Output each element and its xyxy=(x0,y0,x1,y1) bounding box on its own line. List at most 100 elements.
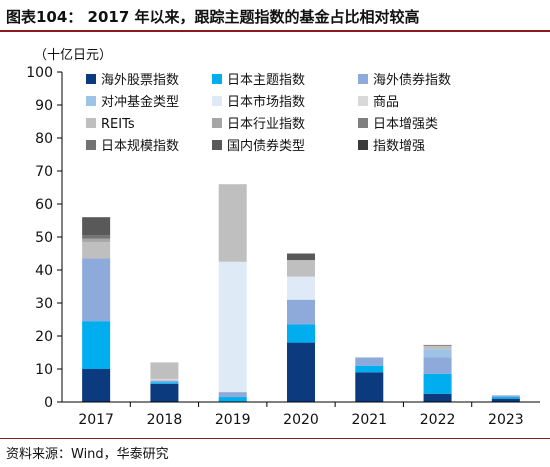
bar-stacks xyxy=(82,184,520,402)
legend-item: 日本市场指数 xyxy=(212,94,305,110)
legend-item: 对冲基金类型 xyxy=(86,94,179,110)
legend-item: 海外债券指数 xyxy=(358,72,451,88)
bar-segment xyxy=(82,321,111,369)
bar-segment xyxy=(287,324,315,343)
legend-label: 指数增强 xyxy=(373,139,425,154)
legend-swatch xyxy=(358,118,368,128)
legend-label: 国内债券类型 xyxy=(227,138,305,154)
bar-stack-2018 xyxy=(150,362,179,402)
legend-label: 日本行业指数 xyxy=(227,117,305,132)
bar-segment xyxy=(423,357,452,374)
y-axis: 0 10 20 30 40 50 60 70 80 90 100 xyxy=(26,65,63,411)
x-tick-label: 2021 xyxy=(351,412,387,428)
legend-label: 日本规模指数 xyxy=(101,139,179,154)
legend-swatch xyxy=(86,118,96,128)
legend-item: 指数增强 xyxy=(358,139,425,154)
bar-segment xyxy=(355,372,384,402)
bar-segment xyxy=(82,217,111,236)
x-tick-label: 2018 xyxy=(147,412,183,428)
x-tick-label: 2023 xyxy=(488,412,524,428)
bar-segment xyxy=(82,238,111,242)
x-axis: 2017 2018 2019 2020 2021 2022 2023 xyxy=(62,401,540,428)
bar-segment xyxy=(355,357,384,366)
bar-segment xyxy=(218,397,247,402)
y-tick-label: 20 xyxy=(35,329,53,345)
bar-segment xyxy=(82,258,111,322)
legend-label: REITs xyxy=(101,117,135,132)
legend-label: 日本市场指数 xyxy=(227,94,305,110)
y-tick-label: 40 xyxy=(35,263,53,279)
bar-segment xyxy=(218,184,247,262)
legend-item: 国内债券类型 xyxy=(212,138,305,154)
y-axis-unit-label: （十亿日元） xyxy=(34,48,113,63)
legend-label: 对冲基金类型 xyxy=(101,94,179,110)
bar-segment xyxy=(287,276,315,300)
bar-segment xyxy=(423,344,452,346)
y-tick-label: 100 xyxy=(26,65,53,81)
legend-label: 海外股票指数 xyxy=(101,73,179,88)
bar-segment xyxy=(218,392,247,398)
y-tick-label: 30 xyxy=(35,296,53,312)
legend-swatch xyxy=(212,74,222,84)
legend-swatch xyxy=(212,140,222,150)
bar-segment xyxy=(423,393,452,402)
bar-segment xyxy=(82,235,111,239)
y-tick-label: 60 xyxy=(35,197,53,213)
x-tick-label: 2020 xyxy=(283,412,319,428)
y-tick-label: 70 xyxy=(35,164,53,180)
legend-label: 日本主题指数 xyxy=(227,73,305,88)
bar-stack-2017 xyxy=(82,217,111,402)
legend-item: 商品 xyxy=(358,95,399,110)
bar-segment xyxy=(423,349,452,358)
legend-item: 日本行业指数 xyxy=(212,117,305,132)
bar-segment xyxy=(150,378,179,381)
bar-stack-2021 xyxy=(355,357,384,402)
bar-segment xyxy=(287,253,315,261)
y-tick-label: 10 xyxy=(35,362,53,378)
bar-segment xyxy=(82,241,111,259)
legend-item: 日本主题指数 xyxy=(212,73,305,88)
y-tick-label: 0 xyxy=(44,395,53,411)
source-note: 资料来源：Wind，华泰研究 xyxy=(6,447,169,462)
legend-item: 日本增强类 xyxy=(358,117,438,132)
legend-swatch xyxy=(212,96,222,106)
legend-item: 海外股票指数 xyxy=(86,73,179,88)
legend-swatch xyxy=(212,118,222,128)
bar-segment xyxy=(150,362,179,379)
legend-swatch xyxy=(86,74,96,84)
legend-item: 日本规模指数 xyxy=(86,139,179,154)
legend-label: 日本增强类 xyxy=(373,117,438,132)
x-tick-label: 2022 xyxy=(420,412,456,428)
bar-segment xyxy=(287,260,315,277)
bar-segment xyxy=(287,299,315,325)
bar-segment xyxy=(150,380,179,383)
bar-stack-2022 xyxy=(423,344,452,402)
x-tick-label: 2017 xyxy=(78,412,114,428)
bar-segment xyxy=(355,365,384,373)
legend-swatch xyxy=(358,96,368,106)
legend-swatch xyxy=(358,74,368,84)
bar-segment xyxy=(491,395,520,398)
bar-segment xyxy=(423,345,452,350)
bar-segment xyxy=(287,342,315,402)
figure-title: 图表104： 2017 年以来，跟踪主题指数的基金占比相对较高 xyxy=(6,8,420,26)
title-rule xyxy=(0,30,550,32)
bar-segment xyxy=(423,373,452,394)
bar-segment xyxy=(82,369,111,402)
source-rule xyxy=(0,438,550,439)
legend-swatch xyxy=(358,140,368,150)
bar-stack-2023 xyxy=(491,395,520,402)
x-tick-label: 2019 xyxy=(215,412,251,428)
bar-stack-2019 xyxy=(218,184,247,402)
bar-stack-2020 xyxy=(287,253,315,402)
legend-label: 商品 xyxy=(373,95,399,110)
bar-segment xyxy=(218,261,247,393)
legend-label: 海外债券指数 xyxy=(373,72,451,88)
legend-swatch xyxy=(86,96,96,106)
bar-segment xyxy=(491,398,520,402)
bar-segment xyxy=(150,383,179,402)
y-tick-label: 50 xyxy=(35,230,53,246)
y-tick-label: 80 xyxy=(35,131,53,147)
